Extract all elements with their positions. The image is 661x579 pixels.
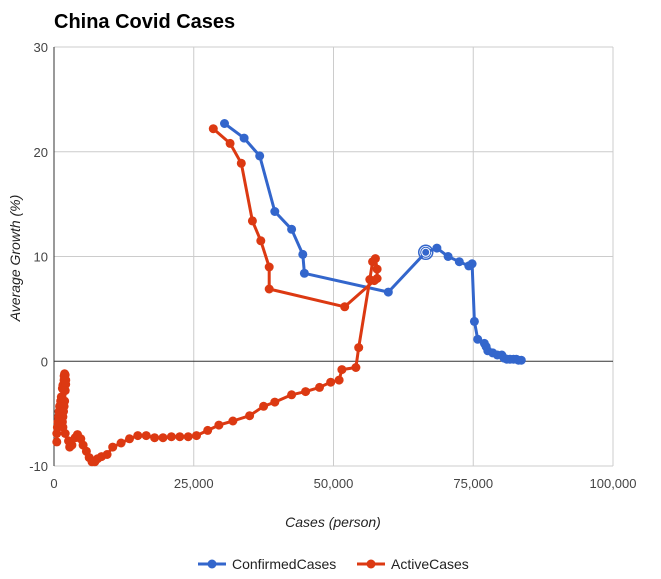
data-point[interactable]: [133, 431, 143, 441]
data-point[interactable]: [301, 387, 311, 397]
data-point[interactable]: [287, 224, 297, 234]
data-point[interactable]: [315, 382, 324, 392]
x-tick-label: 0: [50, 476, 57, 491]
y-tick-label: 30: [34, 40, 48, 55]
legend-label: ConfirmedCases: [232, 556, 336, 572]
data-point[interactable]: [298, 249, 308, 259]
data-point[interactable]: [256, 236, 266, 246]
x-axis-title: Cases (person): [285, 514, 381, 530]
data-point[interactable]: [116, 438, 126, 448]
data-point[interactable]: [175, 432, 185, 442]
data-point[interactable]: [150, 433, 160, 443]
legend-swatch-dot: [207, 559, 217, 569]
data-point[interactable]: [108, 442, 118, 452]
x-tick-label: 75,000: [453, 476, 493, 491]
data-point[interactable]: [102, 450, 112, 459]
x-tick-label: 50,000: [314, 476, 354, 491]
data-point[interactable]: [141, 431, 151, 441]
data-point[interactable]: [454, 257, 464, 267]
legend-label: ActiveCases: [391, 556, 469, 572]
data-point[interactable]: [125, 434, 134, 444]
data-point[interactable]: [236, 158, 246, 168]
x-tick-label: 100,000: [590, 476, 637, 491]
data-point[interactable]: [264, 284, 274, 294]
data-point[interactable]: [340, 302, 350, 312]
y-axis-title: Average Growth (%): [7, 195, 23, 323]
legend-item-ActiveCases[interactable]: ActiveCases: [357, 556, 469, 572]
data-point[interactable]: [326, 377, 336, 387]
data-point[interactable]: [270, 397, 280, 407]
data-point[interactable]: [220, 119, 229, 128]
data-point[interactable]: [228, 416, 238, 426]
data-point[interactable]: [247, 216, 257, 226]
data-point[interactable]: [239, 133, 249, 143]
data-point[interactable]: [225, 138, 235, 148]
y-tick-label: 10: [34, 250, 48, 265]
y-tick-label: 20: [34, 145, 48, 160]
data-point[interactable]: [334, 375, 344, 385]
data-point[interactable]: [354, 343, 364, 353]
data-point[interactable]: [369, 276, 379, 286]
data-point[interactable]: [473, 334, 483, 344]
grid: [53, 46, 614, 467]
legend-item-ConfirmedCases[interactable]: ConfirmedCases: [198, 556, 336, 572]
data-point[interactable]: [432, 243, 442, 253]
x-tick-label: 25,000: [174, 476, 214, 491]
data-point[interactable]: [469, 316, 479, 326]
data-point[interactable]: [158, 433, 168, 443]
data-point[interactable]: [52, 437, 62, 447]
data-point[interactable]: [443, 252, 453, 261]
data-point[interactable]: [467, 259, 477, 269]
data-point[interactable]: [264, 262, 274, 272]
data-point[interactable]: [214, 420, 224, 430]
data-point[interactable]: [351, 363, 361, 372]
data-point[interactable]: [516, 355, 526, 365]
data-point[interactable]: [370, 254, 380, 264]
y-tick-label: 0: [41, 354, 48, 369]
data-point[interactable]: [67, 440, 77, 450]
data-point[interactable]: [166, 432, 176, 442]
highlight-ring: [417, 244, 434, 261]
series-area: [52, 119, 526, 467]
data-point[interactable]: [287, 390, 297, 400]
data-point[interactable]: [183, 432, 193, 442]
highlighted-data-point[interactable]: [422, 248, 430, 256]
data-point[interactable]: [245, 411, 255, 421]
data-point[interactable]: [337, 365, 347, 375]
series-line: [55, 127, 379, 464]
data-point[interactable]: [203, 425, 213, 435]
data-point[interactable]: [60, 429, 70, 438]
legend-swatch-dot: [366, 559, 376, 569]
data-point[interactable]: [270, 207, 280, 216]
series-ActiveCases: [52, 124, 382, 467]
data-point[interactable]: [383, 287, 393, 297]
data-point[interactable]: [299, 268, 309, 278]
data-point[interactable]: [372, 264, 382, 274]
data-point[interactable]: [255, 151, 265, 161]
data-point[interactable]: [192, 431, 201, 441]
y-tick-label: -10: [29, 459, 48, 474]
series-ConfirmedCases: [220, 119, 526, 365]
data-point[interactable]: [208, 124, 218, 134]
data-point[interactable]: [60, 386, 70, 396]
legend[interactable]: ConfirmedCases ActiveCases: [198, 556, 469, 572]
chart-title: China Covid Cases: [54, 11, 235, 33]
data-point[interactable]: [259, 401, 269, 411]
